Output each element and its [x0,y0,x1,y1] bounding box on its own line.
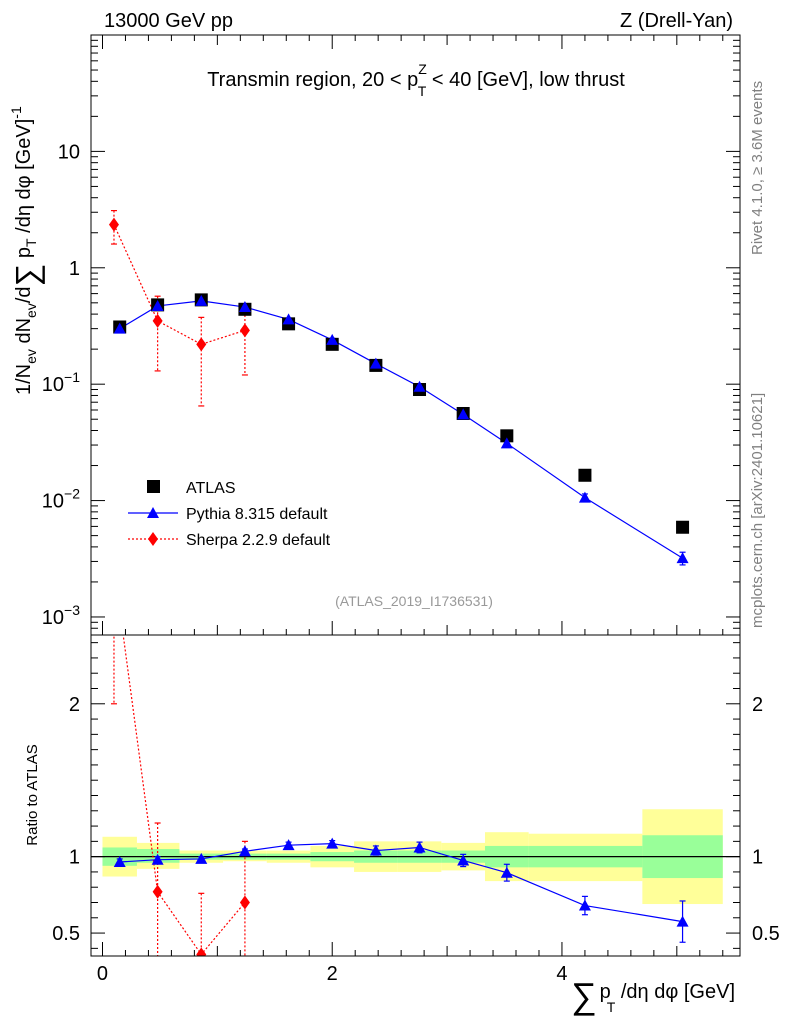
pythia-ratio-point [676,915,689,927]
main-y-ticks: 10−3 10−2 10−1 1 10 [42,34,740,636]
pythia-point [369,357,382,369]
pythia-point [282,313,295,325]
sherpa-ratio-point [152,884,163,899]
pythia-ratio-point [457,854,470,866]
ratio-data-layer [109,559,689,956]
main-data-layer [108,209,690,566]
rivet-version-label: Rivet 4.1.0, ≥ 3.6M events [749,81,766,255]
pythia-point [195,294,208,306]
pythia-point [457,408,470,420]
legend-sherpa-label: Sherpa 2.2.9 default [186,532,331,549]
pythia-point [413,380,426,392]
main-y-tick-label: 10 [58,141,80,163]
atlas-point [578,468,592,482]
atlas-point [500,429,514,443]
sherpa-point [239,323,250,338]
pythia-ratio-point [195,852,208,864]
pythia-ratio-line [119,843,683,923]
main-panel: Transmin region, 20 < pZ T < 40 [GeV], lo… [8,34,741,636]
sherpa-ratio-point [109,559,119,573]
legend-atlas-label: ATLAS [186,480,236,497]
pythia-ratio-point [413,841,426,853]
sherpa-point [196,337,207,352]
sherpa-point [152,313,163,328]
pythia-ratio-point [151,853,164,865]
pythia-ratio-point [369,844,382,856]
legend-atlas-marker [147,480,160,493]
sherpa-ratio-point [196,947,207,956]
ratio-y-tick-label: 1 [69,847,80,869]
x-axis-label: ∑ p T /dη dφ [GeV] [571,975,735,1016]
main-title: Transmin region, 20 < pZ T < 40 [GeV], lo… [207,61,625,99]
ratio-frame [90,634,741,957]
ratio-y-axis-label: Ratio to ATLAS [24,744,41,845]
process-label: Z (Drell-Yan) [620,10,733,32]
pythia-point [578,491,591,503]
ratio-uncertainty-bands [91,809,740,905]
pythia-point [676,552,689,564]
sherpa-ratio-point [239,895,250,910]
sherpa-ratio-line [122,635,246,956]
pythia-ratio-point [113,855,126,867]
x-tick-label: 4 [556,963,567,985]
analysis-label: (ATLAS_2019_I1736531) [335,593,493,609]
main-y-tick-label: 10−1 [42,369,80,396]
ratio-panel: 0 2 4 0.5 0.5 1 1 2 2 Ratio to ATLAS ∑ p T /dη dφ … [24,559,780,1016]
pythia-point [500,437,513,449]
pythia-ratio-point [238,845,251,857]
sherpa-line [113,224,246,345]
x-tick-label: 0 [97,963,108,985]
legend-pythia-marker [147,507,159,518]
pythia-ratio-point [326,837,339,849]
pythia-point [238,301,251,313]
legend-pythia-label: Pythia 8.315 default [186,506,328,523]
ratio-y-tick-label: 2 [69,694,80,716]
pythia-ratio-point [282,839,295,851]
ratio-ticks: 0 2 4 0.5 0.5 1 1 2 2 [52,642,780,985]
main-y-tick-label: 1 [69,258,80,280]
sherpa-point [108,217,119,232]
pythia-ratio-point [578,899,591,911]
ratio-y-tick-label: 0.5 [52,923,80,945]
main-y-tick-label: 10−2 [42,486,80,513]
main-y-axis-label: 1/Nev dNev/d∑ pT /dη dφ [GeV]-1 [8,106,45,395]
ratio-y-tick-label-right: 0.5 [752,923,780,945]
main-y-tick-label: 10−3 [42,602,80,629]
pythia-line [119,300,683,559]
x-tick-label: 2 [327,963,338,985]
ratio-y-tick-label-right: 2 [752,694,763,716]
mcplots-label: mcplots.cern.ch [arXiv:2401.10621] [749,393,766,628]
ratio-y-tick-label-right: 1 [752,847,763,869]
legend: ATLAS Pythia 8.315 default Sherpa 2.2.9 … [128,480,331,549]
legend-sherpa-marker [148,532,158,546]
pythia-ratio-point [500,866,513,878]
collision-energy-label: 13000 GeV pp [104,10,233,32]
pythia-point [326,333,339,345]
pythia-point [151,299,164,311]
atlas-point [676,520,690,534]
pythia-point [113,322,126,334]
